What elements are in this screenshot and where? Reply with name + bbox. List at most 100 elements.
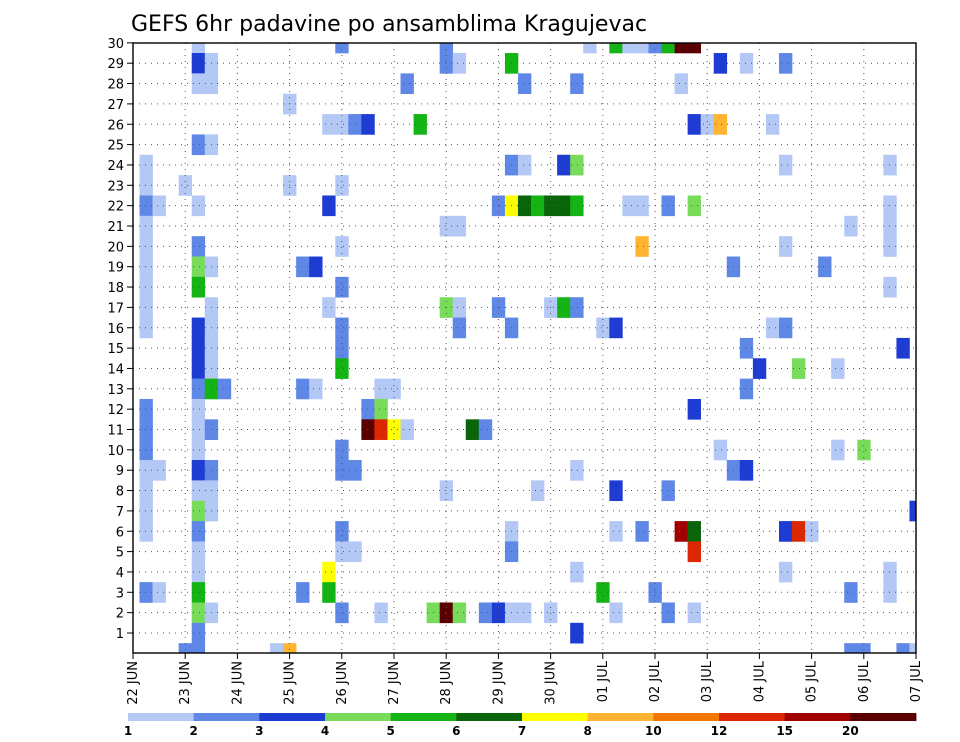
heatmap-cell (452, 317, 467, 339)
heatmap-cell (713, 53, 728, 74)
cells-layer (139, 43, 917, 654)
x-tick-label: 27 JUN (387, 661, 402, 705)
heatmap-cell (322, 561, 336, 583)
heatmap-cell (191, 622, 206, 644)
heatmap-cell (191, 582, 206, 603)
heatmap-cell (778, 154, 793, 176)
legend-swatch (325, 713, 392, 721)
heatmap-cell (361, 398, 375, 420)
y-tick-label: 13 (107, 383, 124, 398)
heatmap-cell (778, 53, 793, 74)
x-tick-label: 03 JUL (700, 660, 715, 702)
legend-label: 4 (321, 724, 329, 738)
heatmap-cell (452, 53, 467, 74)
heatmap-cell (570, 195, 584, 217)
heatmap-cell (139, 398, 153, 420)
legend-label: 5 (386, 724, 394, 738)
heatmap-cell (844, 643, 858, 654)
heatmap-cell (139, 276, 153, 298)
heatmap-cell (531, 480, 545, 502)
heatmap-cell (139, 582, 153, 603)
heatmap-cell (191, 195, 206, 217)
y-tick-label: 10 (107, 444, 124, 459)
heatmap-cell (635, 195, 649, 217)
heatmap-cell (400, 419, 414, 440)
heatmap-cell (844, 215, 858, 237)
legend-swatch (456, 713, 523, 721)
heatmap-cell (713, 439, 728, 461)
heatmap-cell (139, 154, 153, 176)
heatmap-cell (883, 276, 897, 298)
heatmap-cell (191, 73, 206, 95)
legend-label: 6 (452, 724, 460, 738)
x-tick-label: 29 JUN (491, 661, 506, 705)
x-tick-label: 01 JUL (596, 660, 611, 702)
heatmap-cell (361, 114, 375, 135)
heatmap-cell (191, 134, 206, 156)
heatmap-cell (191, 541, 206, 563)
heatmap-cell (517, 195, 532, 217)
heatmap-cell (635, 43, 649, 54)
heatmap-cell (844, 582, 858, 603)
heatmap-cell (139, 236, 153, 257)
heatmap-cell (335, 43, 349, 54)
heatmap-cell (687, 521, 701, 542)
heatmap-cell (818, 256, 832, 278)
heatmap-cell (387, 378, 401, 400)
y-tick-label: 12 (107, 403, 124, 418)
heatmap-cell (661, 43, 675, 54)
heatmap-cell (491, 602, 506, 624)
heatmap-cell (570, 460, 584, 481)
heatmap-cell (648, 43, 662, 54)
heatmap-cell (531, 195, 545, 217)
heatmap-cell (739, 460, 754, 481)
heatmap-cell (909, 500, 917, 522)
heatmap-cell (883, 154, 897, 176)
heatmap-cell (139, 419, 153, 440)
heatmap-cell (557, 195, 571, 217)
heatmap-cell (596, 317, 610, 339)
x-tick-label: 30 JUN (544, 661, 559, 705)
heatmap-cell (191, 521, 206, 542)
legend-swatch (587, 713, 654, 721)
y-axis: 1234567891011121314151617181920212223242… (107, 37, 133, 642)
y-tick-label: 1 (116, 627, 124, 642)
legend-swatch (653, 713, 720, 721)
heatmap-cell (139, 195, 153, 217)
heatmap-cell (792, 521, 806, 542)
heatmap-cell (400, 73, 414, 95)
heatmap-cell (596, 582, 610, 603)
x-axis: 22 JUN 23 JUN 24 JUN 25 JUN 26 JUN 27 JUN 28 J… (126, 653, 924, 705)
heatmap-cell (752, 358, 767, 379)
y-tick-label: 23 (107, 179, 124, 194)
legend-label: 20 (842, 724, 859, 738)
heatmap-cell (191, 337, 206, 359)
heatmap-cell (635, 521, 649, 542)
legend-label: 12 (711, 724, 728, 738)
heatmap-cell (296, 582, 310, 603)
heatmap-cell (452, 215, 467, 237)
y-tick-label: 19 (107, 261, 124, 276)
heatmap-cell (413, 114, 427, 135)
y-tick-label: 21 (107, 220, 124, 235)
heatmap-cell (309, 378, 323, 400)
heatmap-cell (152, 460, 166, 481)
heatmap-cell (883, 236, 897, 257)
heatmap-cell (465, 419, 480, 440)
y-tick-label: 14 (107, 362, 124, 377)
heatmap-cell (687, 114, 701, 135)
x-tick-label: 25 JUN (283, 661, 298, 705)
legend-swatch (784, 713, 851, 721)
heatmap-cell (139, 215, 153, 237)
heatmap-cell (335, 358, 349, 379)
heatmap-cell (139, 460, 153, 481)
heatmap-cell (739, 337, 754, 359)
heatmap-cell (883, 582, 897, 603)
x-tick-label: 05 JUL (805, 660, 820, 702)
heatmap-cell (609, 43, 623, 54)
y-tick-label: 26 (107, 118, 124, 133)
heatmap-cell (687, 602, 701, 624)
x-tick-label: 06 JUL (857, 660, 872, 702)
heatmap-cell (139, 500, 153, 522)
